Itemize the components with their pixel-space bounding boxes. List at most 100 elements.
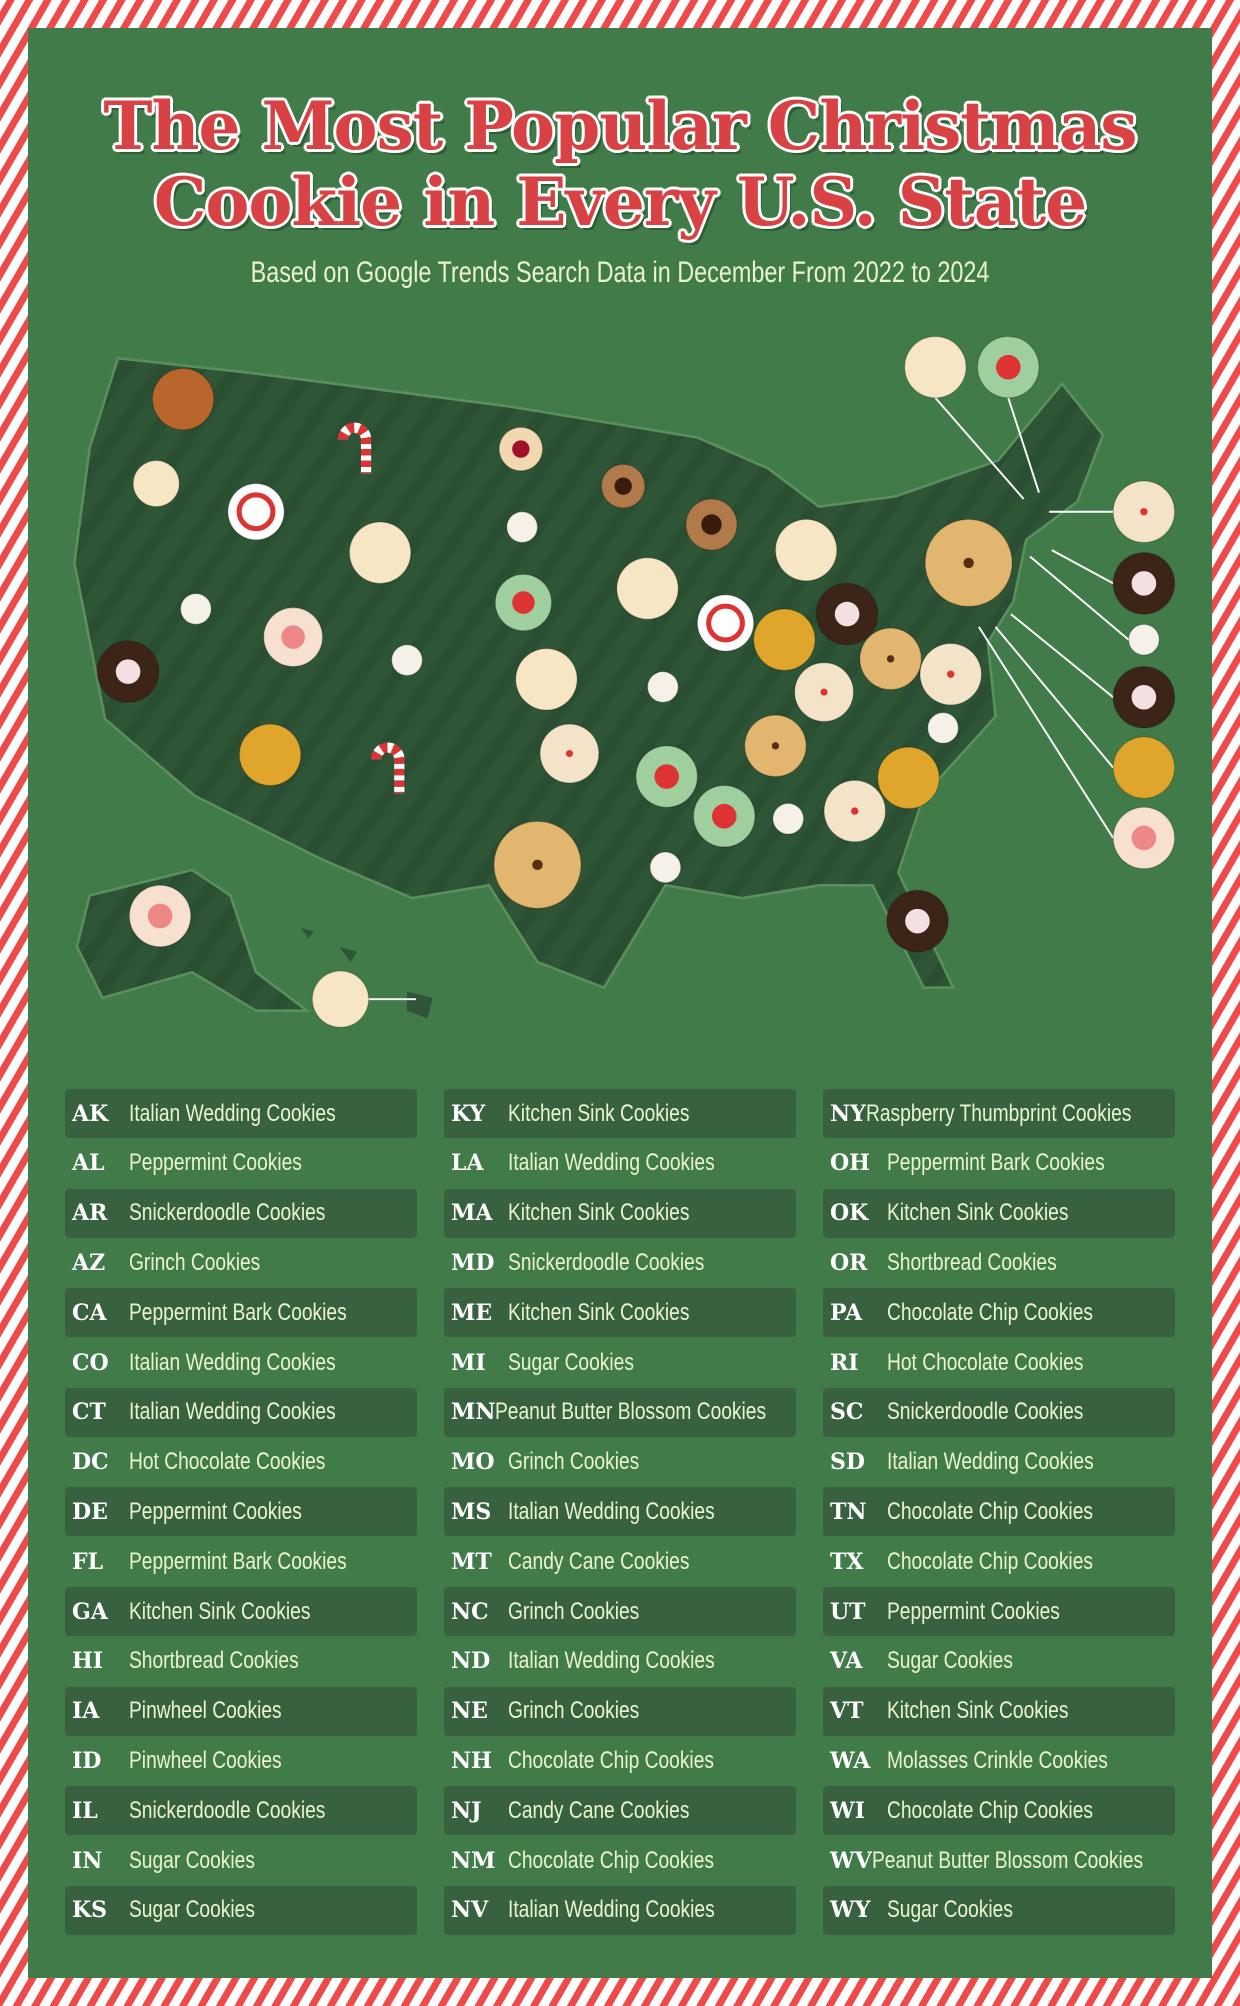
state-abbr: NC (451, 1598, 489, 1625)
choc-cookie-icon (493, 820, 582, 909)
state-abbr: LA (451, 1150, 484, 1177)
table-row: CA Peppermint Bark Cookies (65, 1288, 417, 1338)
table-row: KY Kitchen Sink Cookies (444, 1089, 796, 1138)
cookie-name: Hot Chocolate Cookies (129, 1448, 326, 1476)
cookie-name: Shortbread Cookies (887, 1248, 1057, 1276)
state-abbr: FL (72, 1548, 104, 1575)
cookie-name: Shortbread Cookies (129, 1647, 299, 1675)
table-row: IA Pinwheel Cookies (65, 1686, 417, 1736)
table-row: LA Italian Wedding Cookies (444, 1139, 796, 1188)
sprinkle-cookie-icon (793, 662, 855, 723)
cookie-name: Peppermint Cookies (887, 1597, 1060, 1625)
table-row: ME Kitchen Sink Cookies (444, 1288, 796, 1338)
state-abbr: OH (830, 1150, 870, 1177)
table-row: OR Shortbread Cookies (823, 1238, 1175, 1287)
state-abbr: MD (451, 1249, 495, 1276)
table-row: VA Sugar Cookies (823, 1637, 1175, 1686)
snick-cookie-icon (1112, 736, 1176, 799)
thumb-cookie-icon (498, 426, 544, 472)
cookie-name: Chocolate Chip Cookies (508, 1746, 714, 1774)
state-abbr: IA (72, 1698, 100, 1725)
table-row: MT Candy Cane Cookies (444, 1537, 796, 1586)
state-abbr: WY (830, 1897, 871, 1924)
table-row: DC Hot Chocolate Cookies (65, 1438, 417, 1487)
state-abbr: ND (451, 1648, 491, 1675)
cookie-name: Kitchen Sink Cookies (887, 1199, 1069, 1227)
cookie-name: Kitchen Sink Cookies (887, 1697, 1069, 1725)
state-abbr: HI (72, 1648, 104, 1675)
cookie-name: Molasses Crinkle Cookies (887, 1746, 1108, 1774)
sprinkle-cookie-icon (919, 642, 983, 706)
white-cookie-icon (646, 671, 679, 703)
state-abbr: GA (72, 1598, 108, 1625)
state-abbr: IN (72, 1847, 103, 1874)
table-row: SD Italian Wedding Cookies (823, 1438, 1175, 1487)
state-abbr: CO (72, 1349, 109, 1376)
cookie-name: Snickerdoodle Cookies (129, 1796, 326, 1824)
state-abbr: NH (451, 1747, 492, 1774)
white-cookie-icon (772, 802, 805, 835)
cookie-name: Italian Wedding Cookies (129, 1348, 336, 1376)
table-row: IN Sugar Cookies (65, 1836, 417, 1885)
sugar-cookie-icon (348, 521, 412, 585)
state-abbr: KY (451, 1100, 486, 1127)
cookie-name: Italian Wedding Cookies (508, 1149, 715, 1177)
state-abbr: DC (72, 1449, 109, 1476)
pink-cookie-icon (1112, 806, 1176, 870)
pin-cookie-icon (227, 482, 285, 541)
cookie-name: Italian Wedding Cookies (887, 1448, 1094, 1476)
cookie-name: Grinch Cookies (129, 1248, 261, 1276)
cookie-name: Peppermint Bark Cookies (129, 1547, 347, 1575)
white-cookie-icon (649, 851, 682, 884)
table-row: WA Molasses Crinkle Cookies (823, 1736, 1175, 1785)
cookie-name: Chocolate Chip Cookies (887, 1497, 1093, 1525)
sugar-cookie-icon (311, 970, 370, 1028)
state-abbr: MI (451, 1349, 486, 1376)
cookie-name: Candy Cane Cookies (508, 1547, 690, 1575)
snick-cookie-icon (238, 723, 302, 787)
choc-cookie-icon (924, 518, 1013, 608)
table-row: VT Kitchen Sink Cookies (823, 1686, 1175, 1736)
callout-line (1010, 613, 1114, 698)
cookie-name: Peppermint Cookies (129, 1497, 302, 1525)
cookie-name: Pinwheel Cookies (129, 1746, 282, 1774)
state-abbr: ME (451, 1299, 493, 1326)
cookie-name: Italian Wedding Cookies (508, 1647, 715, 1675)
state-abbr: MS (451, 1498, 492, 1525)
table-row: OH Peppermint Bark Cookies (823, 1139, 1175, 1188)
state-abbr: VA (830, 1648, 863, 1675)
cookie-name: Peppermint Bark Cookies (129, 1298, 347, 1326)
state-abbr: AK (72, 1100, 109, 1127)
table-row: NY Raspberry Thumbprint Cookies (823, 1089, 1175, 1138)
white-cookie-icon (390, 644, 423, 677)
callout-line (1029, 555, 1130, 641)
state-abbr: SD (830, 1449, 865, 1476)
state-abbr: RI (830, 1349, 859, 1376)
table-row: NE Grinch Cookies (444, 1686, 796, 1736)
cookie-name: Grinch Cookies (508, 1597, 640, 1625)
table-row: MI Sugar Cookies (444, 1338, 796, 1387)
state-abbr: OK (830, 1200, 869, 1227)
bark-cookie-icon (1112, 552, 1176, 615)
alaska-shape (75, 868, 312, 1012)
sprinkle-cookie-icon (1112, 480, 1176, 544)
table-row: CO Italian Wedding Cookies (65, 1338, 417, 1387)
table-row: NV Italian Wedding Cookies (444, 1885, 796, 1935)
cookie-name: Kitchen Sink Cookies (508, 1099, 690, 1127)
bark-cookie-icon (1112, 665, 1176, 729)
cookie-name: Snickerdoodle Cookies (508, 1248, 705, 1276)
cookie-name: Peppermint Bark Cookies (887, 1149, 1105, 1177)
state-abbr: OR (830, 1249, 868, 1276)
cookie-name: Chocolate Chip Cookies (887, 1298, 1093, 1326)
cookie-name: Italian Wedding Cookies (508, 1497, 715, 1525)
state-abbr: ID (72, 1747, 102, 1774)
cookie-name: Grinch Cookies (508, 1697, 640, 1725)
state-abbr: TN (830, 1498, 867, 1525)
bark-cookie-icon (96, 640, 160, 703)
sugar-cookie-icon (904, 335, 967, 399)
state-abbr: NM (451, 1847, 496, 1874)
table-row: GA Kitchen Sink Cookies (65, 1587, 417, 1636)
state-abbr: MA (451, 1200, 493, 1227)
table-row: MN Peanut Butter Blossom Cookies (444, 1387, 796, 1437)
